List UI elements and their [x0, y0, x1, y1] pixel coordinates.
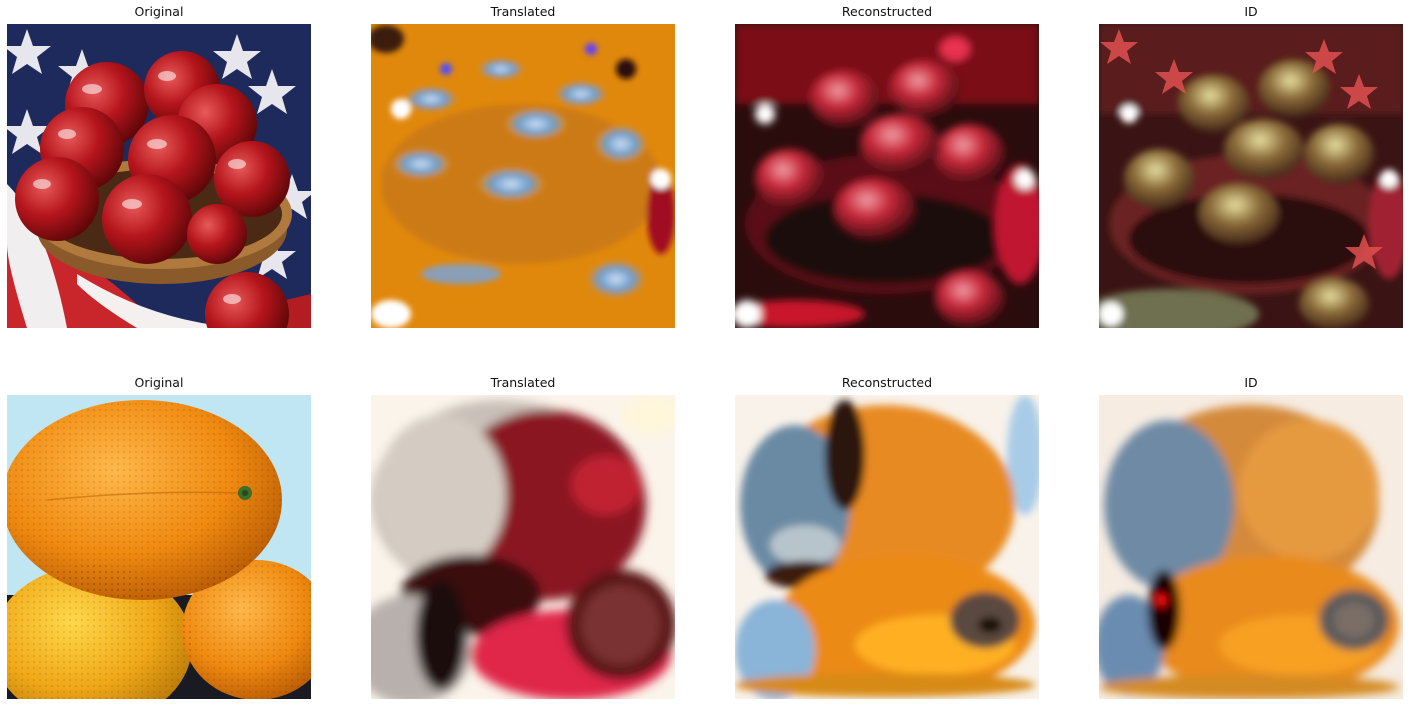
panel-title: Translated	[490, 375, 556, 390]
panel-title: Reconstructed	[841, 4, 933, 19]
apples-id-image	[1099, 24, 1403, 328]
panel-title: Original	[134, 4, 184, 19]
apples-translated-image	[371, 24, 675, 328]
panel-title: ID	[1244, 4, 1258, 19]
apples-reconstructed-image	[735, 24, 1039, 328]
panel-title: Original	[134, 375, 184, 390]
oranges-original-image	[7, 395, 311, 699]
panel-title: Reconstructed	[841, 375, 933, 390]
oranges-id-image	[1099, 395, 1403, 699]
apples-original-image	[7, 24, 311, 328]
oranges-reconstructed-image	[735, 395, 1039, 699]
panel-title: ID	[1244, 375, 1258, 390]
panel-title: Translated	[490, 4, 556, 19]
oranges-translated-image	[371, 395, 675, 699]
